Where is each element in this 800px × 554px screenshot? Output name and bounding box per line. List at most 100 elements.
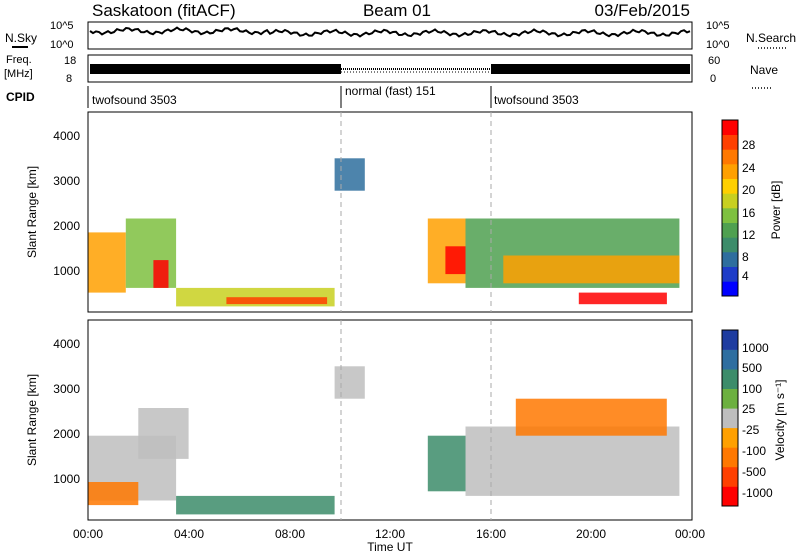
velocity-heatmap [88,366,680,515]
power-panel-frame [87,111,693,313]
power-ytick-3000: 3000 [53,174,80,188]
power-cells-region-3 [153,260,169,288]
freq-bar-segment-1 [90,64,341,74]
power-cbar-tick-24: 24 [742,161,756,175]
power-cells-region-1 [88,232,126,293]
velocity-cbar-tick-1000: 1000 [742,341,769,355]
power-cbar-tick-4: 4 [742,269,749,283]
power-colorbar-swatch-7 [722,193,738,209]
beam-title: Beam 01 [363,1,431,20]
velocity-ytick-1000: 1000 [53,472,80,486]
velocity-cbar-tick-neg1000: -1000 [742,486,773,500]
freq-tick-low: 8 [66,73,72,85]
velocity-colorbar-swatch-8 [722,349,738,370]
power-cbar-tick-16: 16 [742,206,756,220]
power-cells-region-5 [226,297,328,305]
power-colorbar-swatch-8 [722,178,738,194]
velocity-colorbar-swatch-9 [722,330,738,350]
xlabel: Time UT [367,540,413,554]
velocity-cells-region-4 [176,495,335,515]
nsky-tick-low: 10^0 [50,39,74,51]
power-ytick-2000: 2000 [53,219,80,233]
velocity-cells-region-8 [515,398,667,436]
xtick-2000: 20:00 [576,527,606,541]
date-title: 03/Feb/2015 [595,1,690,20]
cpid-label: CPID [6,90,35,104]
nsearch-tick-high: 10^5 [706,20,730,32]
power-colorbar-swatch-9 [722,164,738,179]
nsky-label: N.Sky [5,31,37,45]
xtick-1600: 16:00 [476,527,506,541]
velocity-colorbar-swatch-1 [722,486,738,507]
freq-trace [90,64,690,74]
velocity-cells-region-6 [427,435,466,492]
velocity-colorbar [722,330,738,507]
power-cbar-tick-28: 28 [742,138,756,152]
xtick-1200: 12:00 [375,527,405,541]
power-colorbar-swatch-12 [722,120,738,135]
velocity-colorbar-title: Velocity [m s⁻¹] [773,379,787,460]
power-colorbar-swatch-3 [722,252,738,267]
power-colorbar-swatch-6 [722,208,738,223]
velocity-ytick-4000: 4000 [53,337,80,351]
nsky-tick-high: 10^5 [50,20,74,32]
velocity-panel-frame [87,319,693,521]
velocity-cells-region-7 [465,426,680,496]
cpid-segment-1: twofsound 3503 [92,93,177,107]
cpid-segment-2: normal (fast) 151 [345,84,436,98]
velocity-cbar-tick-500: 500 [742,361,762,375]
velocity-colorbar-swatch-3 [722,447,738,468]
velocity-colorbar-swatch-6 [722,388,738,409]
power-colorbar-title: Power [dB] [769,181,783,240]
xtick-0800: 08:00 [275,527,305,541]
power-colorbar-swatch-11 [722,134,738,150]
nave-tick-low: 0 [710,73,716,85]
velocity-ylabel: Slant Range [km] [25,374,39,466]
nsky-line [89,26,691,38]
velocity-colorbar-swatch-2 [722,466,738,487]
velocity-cbar-tick-25: 25 [742,402,756,416]
power-colorbar-swatch-5 [722,222,738,238]
power-ytick-1000: 1000 [53,264,80,278]
power-cells-region-10 [503,255,680,284]
velocity-cells-region-5 [334,366,365,399]
power-colorbar-swatch-4 [722,237,738,253]
xtick-0400: 04:00 [174,527,204,541]
freq-tick-high: 18 [64,55,76,67]
power-colorbar [722,120,738,297]
power-cells-region-11 [578,292,667,305]
power-cells-region-6 [334,158,365,191]
velocity-cbar-tick-neg500: -500 [742,465,766,479]
power-colorbar-swatch-10 [722,149,738,165]
nsearch-tick-low: 10^0 [706,39,730,51]
velocity-ytick-2000: 2000 [53,427,80,441]
nsky-panel-frame [87,21,693,50]
xtick-0000: 00:00 [73,527,103,541]
freq-unit: [MHz] [4,68,33,80]
velocity-cbar-tick-100: 100 [742,382,762,396]
power-ylabel: Slant Range [km] [25,166,39,258]
power-cbar-tick-8: 8 [742,250,749,264]
freq-panel-frame [87,54,693,83]
power-heatmap [88,158,680,307]
power-ytick-4000: 4000 [53,129,80,143]
velocity-colorbar-swatch-7 [722,369,738,389]
velocity-colorbar-swatch-4 [722,427,738,448]
station-title: Saskatoon (fitACF) [92,1,236,20]
velocity-colorbar-swatch-5 [722,408,738,429]
nave-tick-high: 60 [708,55,720,67]
velocity-cbar-tick-neg100: -100 [742,444,766,458]
velocity-colorbar-frame [721,329,739,507]
power-colorbar-frame [721,119,739,297]
power-cbar-tick-20: 20 [742,183,756,197]
cpid-segment-3: twofsound 3503 [494,93,579,107]
power-cells-region-2 [125,218,177,288]
power-cells-region-8 [445,246,466,275]
xtick-2400: 00:00 [675,527,705,541]
power-colorbar-swatch-1 [722,281,738,297]
velocity-cells-region-3 [138,408,189,459]
nave-label: Nave [750,63,778,77]
power-colorbar-swatch-2 [722,266,738,282]
power-cbar-tick-12: 12 [742,228,756,242]
